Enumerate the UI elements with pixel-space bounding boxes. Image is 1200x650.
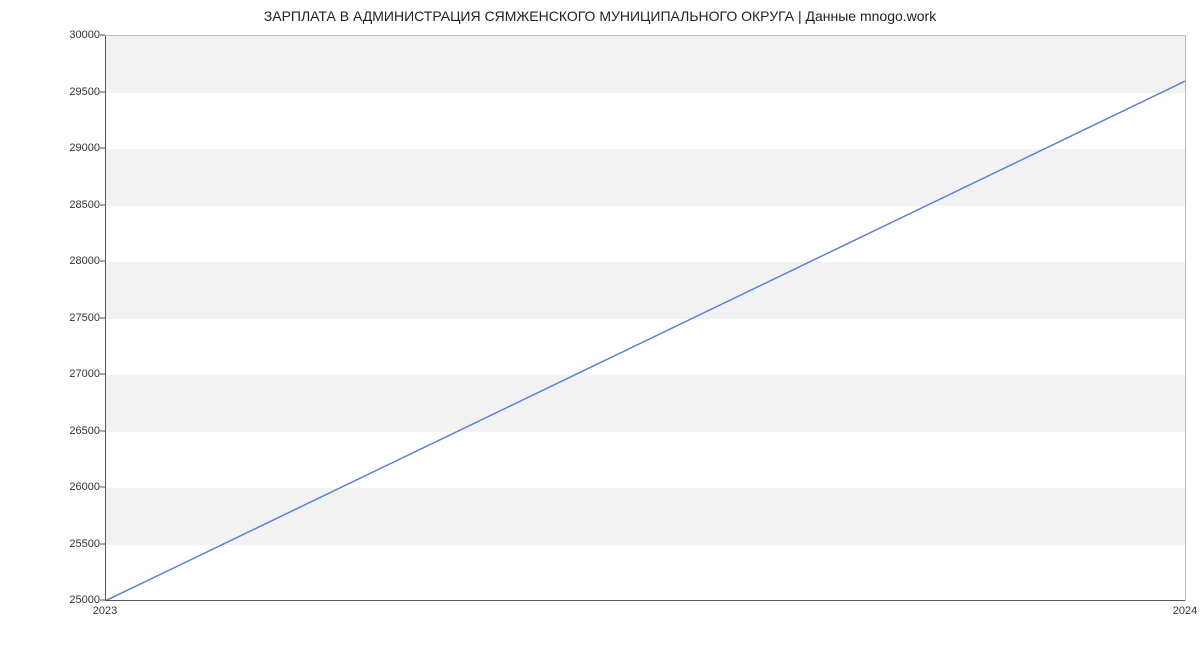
y-tick-mark — [100, 261, 105, 262]
chart-title: ЗАРПЛАТА В АДМИНИСТРАЦИЯ СЯМЖЕНСКОГО МУН… — [0, 8, 1200, 24]
y-axis-line — [105, 36, 106, 601]
series-line — [105, 36, 1185, 601]
y-tick-label: 30000 — [40, 29, 100, 41]
y-tick-label: 28500 — [40, 199, 100, 211]
y-tick-label: 29000 — [40, 142, 100, 154]
y-tick-label: 27500 — [40, 312, 100, 324]
x-tick-label: 2024 — [1173, 605, 1197, 617]
y-tick-label: 27000 — [40, 368, 100, 380]
y-tick-mark — [100, 430, 105, 431]
y-tick-mark — [100, 374, 105, 375]
y-tick-mark — [100, 148, 105, 149]
y-tick-label: 25000 — [40, 594, 100, 606]
y-tick-label: 26500 — [40, 425, 100, 437]
plot-area — [105, 35, 1186, 601]
y-tick-label: 25500 — [40, 538, 100, 550]
y-tick-mark — [100, 543, 105, 544]
y-tick-label: 29500 — [40, 86, 100, 98]
y-tick-mark — [100, 487, 105, 488]
y-tick-mark — [100, 204, 105, 205]
y-tick-mark — [100, 35, 105, 36]
x-axis-line — [105, 600, 1185, 601]
y-tick-mark — [100, 317, 105, 318]
y-tick-mark — [100, 91, 105, 92]
y-tick-label: 28000 — [40, 255, 100, 267]
salary-chart: ЗАРПЛАТА В АДМИНИСТРАЦИЯ СЯМЖЕНСКОГО МУН… — [0, 0, 1200, 650]
x-tick-label: 2023 — [93, 605, 117, 617]
y-tick-label: 26000 — [40, 481, 100, 493]
y-tick-mark — [100, 600, 105, 601]
